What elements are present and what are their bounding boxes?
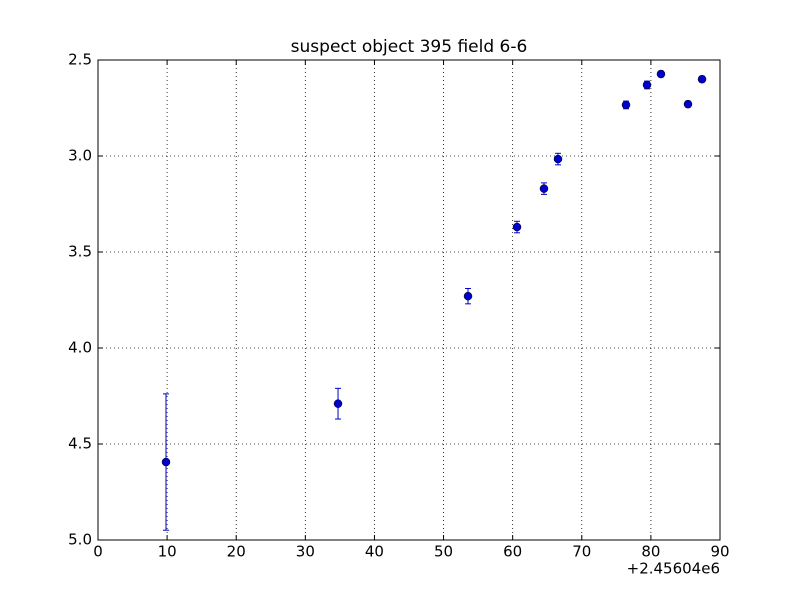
- data-point: [512, 222, 522, 232]
- y-tick-label: 3.5: [68, 243, 92, 261]
- x-tick-label: 20: [227, 543, 246, 561]
- x-tick-label: 0: [93, 543, 103, 561]
- data-point: [697, 74, 707, 84]
- data-point: [463, 291, 473, 301]
- data-point: [621, 100, 631, 110]
- x-tick-label: 90: [710, 543, 729, 561]
- x-tick-label: 50: [434, 543, 453, 561]
- x-tick-label: 70: [572, 543, 591, 561]
- x-tick-label: 60: [503, 543, 522, 561]
- data-point: [333, 399, 343, 408]
- y-tick-label: 4.0: [68, 339, 92, 357]
- x-tick-label: 30: [296, 543, 315, 561]
- x-tick-label: 80: [641, 543, 660, 561]
- chart-title: suspect object 395 field 6-6: [291, 37, 528, 57]
- data-point: [553, 154, 563, 164]
- data-point: [683, 99, 693, 109]
- y-tick-label: 5.0: [68, 531, 92, 549]
- y-tick-label: 2.5: [68, 51, 92, 69]
- data-point: [656, 69, 666, 79]
- y-tick-label: 4.5: [68, 435, 92, 453]
- y-tick-label: 3.0: [68, 147, 92, 165]
- data-point: [642, 80, 652, 90]
- plot-frame: [97, 59, 721, 541]
- x-tick-label: 40: [365, 543, 384, 561]
- data-point: [539, 184, 549, 193]
- x-offset-label: +2.45604e6: [627, 560, 720, 578]
- data-point: [161, 457, 171, 467]
- x-tick-label: 10: [158, 543, 177, 561]
